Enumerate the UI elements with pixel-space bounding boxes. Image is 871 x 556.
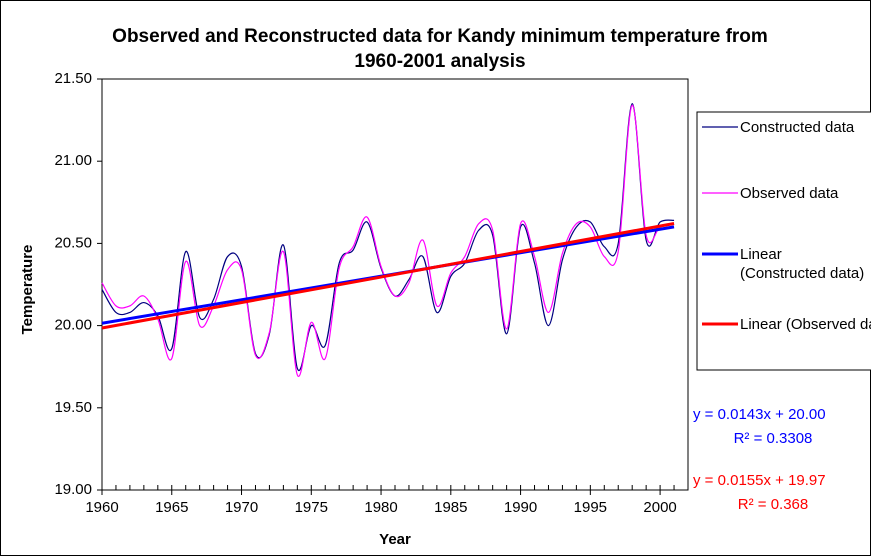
- y-tick-label: 20.50: [54, 234, 92, 251]
- legend-label: Constructed data: [740, 119, 855, 136]
- x-tick-label: 1960: [85, 499, 118, 516]
- chart-title: Observed and Reconstructed data for Kand…: [112, 26, 768, 72]
- x-tick-label: 1995: [574, 499, 607, 516]
- y-tick-label: 19.50: [54, 399, 92, 416]
- legend-label: Linear (Observed data): [740, 316, 871, 333]
- y-axis-label: Temperature: [19, 245, 36, 335]
- legend-label: Observed data: [740, 185, 839, 202]
- y-tick-label: 21.00: [54, 152, 92, 169]
- x-tick-label: 1985: [434, 499, 467, 516]
- x-tick-label: 2000: [643, 499, 676, 516]
- trend-r2: R² = 0.3308: [734, 430, 813, 447]
- trend-r2: R² = 0.368: [738, 496, 808, 513]
- trend-equation: y = 0.0143x + 20.00: [693, 406, 826, 423]
- trend-line: [101, 222, 675, 330]
- legend-box: [696, 111, 871, 371]
- x-tick-label: 1970: [225, 499, 258, 516]
- x-tick-label: 1965: [155, 499, 188, 516]
- y-tick-label: 20.00: [54, 317, 92, 334]
- x-axis-label: Year: [379, 531, 411, 548]
- y-tick-label: 21.50: [54, 70, 92, 87]
- x-tick-label: 1980: [364, 499, 397, 516]
- x-tick-label: 1975: [295, 499, 328, 516]
- data-line: [101, 103, 675, 372]
- legend-label: Linear (Constructed data): [740, 246, 865, 282]
- x-tick-label: 1990: [504, 499, 537, 516]
- plot-area: [101, 78, 689, 491]
- trend-equation: y = 0.0155x + 19.97: [693, 472, 826, 489]
- data-line: [101, 104, 675, 377]
- y-tick-label: 19.00: [54, 481, 92, 498]
